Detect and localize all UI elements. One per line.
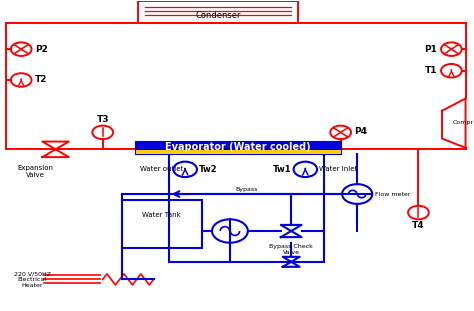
Bar [136,150,341,154]
Bar [136,142,341,154]
Bar [138,1,298,23]
Text: Water outlet: Water outlet [140,166,183,172]
Text: Water Inlet: Water Inlet [319,166,358,172]
Text: Tw2: Tw2 [199,165,218,174]
Text: P1: P1 [424,45,438,54]
Text: Water Tank: Water Tank [142,212,181,218]
Text: Bypass: Bypass [235,187,257,192]
Text: T2: T2 [36,76,48,85]
Text: Condenser: Condenser [195,11,241,20]
Text: T4: T4 [412,221,425,230]
Text: Tw1: Tw1 [273,165,291,174]
Text: T1: T1 [425,66,438,75]
Text: 220 V/50HZ
Electrical
Heater: 220 V/50HZ Electrical Heater [14,271,51,288]
Text: Expansion
Valve: Expansion Valve [18,165,53,178]
Text: Bypass Check
Valve: Bypass Check Valve [269,244,313,255]
Text: P2: P2 [36,45,48,54]
Bar [121,200,201,248]
Text: Compres-: Compres- [453,120,474,125]
Text: P4: P4 [354,127,367,136]
Text: T3: T3 [96,115,109,124]
Text: Flow meter: Flow meter [374,192,410,197]
Text: Evaporator (Water cooled): Evaporator (Water cooled) [165,142,311,151]
